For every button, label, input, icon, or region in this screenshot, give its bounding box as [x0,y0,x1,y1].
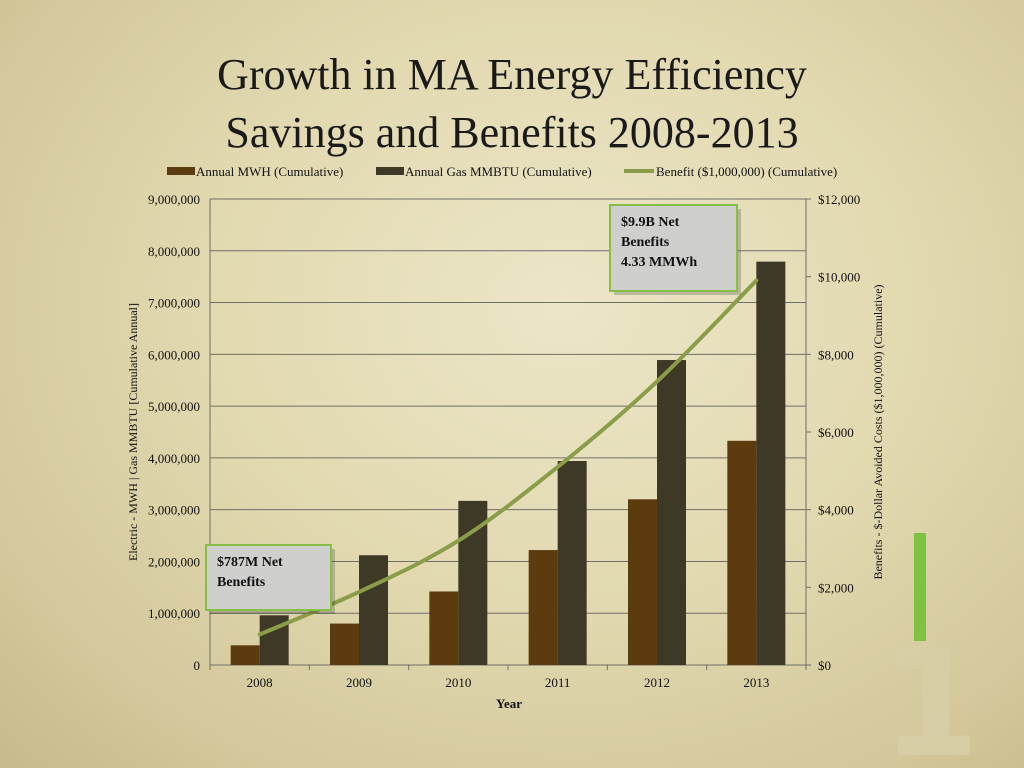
bar-mwh [230,645,260,665]
x-tick-label: 2011 [545,675,571,690]
y2-tick-label: $0 [818,658,831,673]
bar-gas [657,360,686,665]
annotation-9-9b-text: $9.9B Net [621,215,680,230]
bar-gas [557,460,587,665]
legend-mwh-label: Annual MWH (Cumulative) [196,164,343,179]
y2-tick-label: $4,000 [818,503,854,518]
y-tick-label: 3,000,000 [148,503,200,518]
y-axis-title: Electric - MWH | Gas MMBTU [Cumulative A… [126,303,140,561]
y2-tick-label: $2,000 [818,580,854,595]
x-tick-label: 2012 [644,675,670,690]
benefit-line [257,278,759,637]
annotation-787m-box [205,544,332,611]
y2-tick-label: $8,000 [818,347,854,362]
slide-title-line-1: Growth in MA Energy Efficiency [217,50,807,99]
bar-mwh [330,623,359,665]
y2-tick-label: $6,000 [818,425,854,440]
bar-mwh [429,591,459,665]
x-tick-label: 2009 [346,675,372,690]
annotation-9-9b-text: 4.33 MMWh [621,255,697,270]
slide-title-line-2: Savings and Benefits 2008-2013 [225,108,799,157]
y-tick-label: 8,000,000 [148,244,200,259]
legend-gas-label: Annual Gas MMBTU (Cumulative) [405,164,592,179]
bar-gas [458,500,488,665]
y-tick-label: 4,000,000 [148,451,200,466]
x-tick-label: 2010 [445,675,471,690]
annotation-9-9b-text: Benefits [621,235,670,250]
legend-benefit-label: Benefit ($1,000,000) (Cumulative) [656,164,837,179]
y2-tick-label: $12,000 [818,192,860,207]
y-tick-label: 6,000,000 [148,347,200,362]
bar-gas [359,555,388,665]
bar-mwh [528,550,558,665]
bar-mwh [727,440,757,665]
y2-axis-title: Benefits - $-Dollar Avoided Costs ($1,00… [871,284,885,579]
y-tick-label: 7,000,000 [148,296,200,311]
x-axis-title: Year [496,696,522,711]
y-tick-label: 1,000,000 [148,606,200,621]
y-tick-label: 5,000,000 [148,399,200,414]
green-accent-bar [914,533,926,641]
x-tick-label: 2013 [743,675,769,690]
annotation-787m-text: $787M Net [217,555,283,570]
bar-gas [756,261,786,665]
slide-title: Growth in MA Energy Efficiency Savings a… [0,46,1024,162]
y-tick-label: 2,000,000 [148,554,200,569]
slide-number: 1 [880,640,970,768]
legend-gas-swatch [376,167,404,175]
y-tick-label: 0 [194,658,201,673]
y2-tick-label: $10,000 [818,270,860,285]
bar-mwh [628,499,657,665]
x-tick-label: 2008 [247,675,273,690]
legend-mwh-swatch [167,167,195,175]
y-tick-label: 9,000,000 [148,192,200,207]
annotation-9-9b-box [609,204,738,292]
annotation-787m-text: Benefits [217,575,266,590]
